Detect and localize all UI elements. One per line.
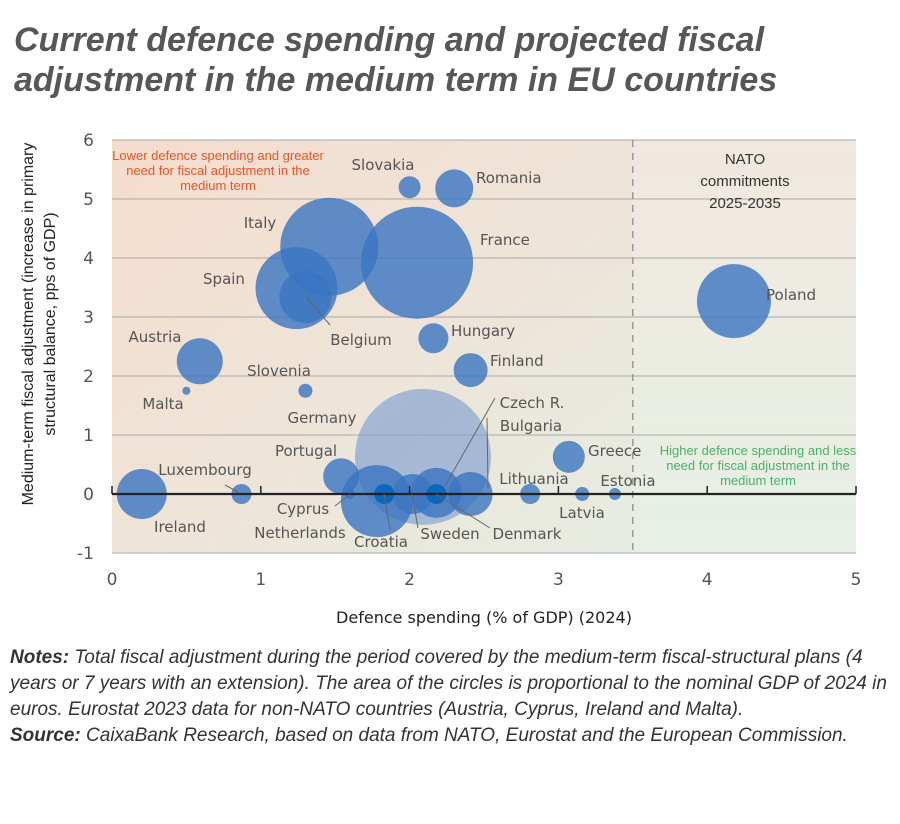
point-label: France (480, 231, 530, 249)
source-label: Source: (10, 725, 81, 746)
point-label: Latvia (559, 504, 605, 522)
x-tick-label: 2 (404, 570, 415, 590)
point-label: Slovakia (352, 156, 415, 174)
x-tick-label: 5 (851, 570, 862, 590)
y-tick-label: -1 (77, 544, 94, 564)
leader-line (305, 296, 331, 326)
source-text: CaixaBank Research, based on data from N… (80, 725, 848, 746)
bubble-chart: -1 0 1 2 3 4 5 6 0 1 2 3 4 5 Defence spending (% of GD… (77, 131, 862, 627)
leader-line (444, 397, 496, 487)
point-label: Croatia (354, 533, 408, 551)
bubble-malta (182, 386, 191, 395)
point-label: Germany (288, 409, 357, 427)
point-label: Poland (766, 286, 816, 304)
point-label: Hungary (451, 322, 515, 340)
y-tick-label: 6 (83, 131, 94, 151)
y-tick-label: 4 (83, 249, 94, 269)
notes-block: Notes: Total fiscal adjustment during th… (10, 645, 890, 749)
bubble-slovakia (398, 176, 421, 199)
y-tick-label: 3 (83, 308, 94, 328)
bubble-poland (696, 264, 771, 339)
bubble-romania (435, 169, 474, 208)
leader-line (334, 493, 351, 507)
chart-title: Current defence spending and projected f… (14, 21, 778, 99)
point-label: Portugal (275, 442, 337, 460)
x-tick-label: 4 (702, 570, 713, 590)
point-label: Belgium (330, 331, 392, 349)
point-label: Sweden (420, 525, 479, 543)
point-label: Austria (129, 328, 182, 346)
point-label: Lithuania (499, 470, 568, 488)
point-label: Denmark (493, 525, 562, 543)
point-label: Czech R. (500, 394, 565, 412)
point-label: Cyprus (277, 500, 330, 518)
notes-label: Notes: (10, 647, 70, 668)
point-label: Estonia (600, 472, 655, 490)
point-label: Italy (244, 214, 277, 232)
y-tick-label: 2 (83, 367, 94, 387)
y-tick-label: 5 (83, 190, 94, 210)
bubble-belgium (279, 270, 332, 323)
point-label: Bulgaria (500, 417, 562, 435)
leader-line (224, 484, 239, 493)
notes-text: Total fiscal adjustment during the perio… (10, 647, 887, 720)
point-label: Netherlands (254, 524, 346, 542)
leader-line (411, 493, 419, 529)
y-axis-label: Medium-term fiscal adjustment (increase … (20, 142, 59, 506)
point-label: Malta (142, 395, 183, 413)
y-tick-label: 0 (83, 485, 94, 505)
bubble-greece (552, 440, 585, 473)
bubble-portugal (323, 458, 360, 495)
x-tick-label: 1 (255, 570, 266, 590)
y-tick-label: 1 (83, 426, 94, 446)
leader-line (486, 417, 489, 489)
leader-line (383, 493, 391, 531)
nato-label: NATO commitments 2025-2035 (700, 151, 790, 212)
x-tick-label: 3 (553, 570, 564, 590)
point-label: Finland (490, 352, 544, 370)
x-axis-label: Defence spending (% of GDP) (2024) (336, 608, 632, 627)
nato-region-background (632, 140, 856, 553)
top-left-annotation: Lower defence spending and greater need … (112, 148, 324, 193)
point-label: Romania (476, 169, 542, 187)
bubble-france (361, 206, 474, 319)
bubble-austria (176, 338, 223, 385)
point-label: Luxembourg (158, 461, 252, 479)
x-tick-label: 0 (107, 570, 118, 590)
bubble-netherlands (340, 465, 413, 538)
bubble-hungary (418, 323, 449, 354)
point-label: Greece (588, 442, 641, 460)
point-label: Spain (203, 270, 245, 288)
bottom-right-annotation: Higher defence spending and less need fo… (659, 443, 857, 488)
point-label: Ireland (154, 518, 206, 536)
leader-line (435, 493, 491, 529)
bubble-finland (453, 353, 488, 388)
point-label: Slovenia (247, 362, 311, 380)
bubble-slovenia (298, 383, 313, 398)
